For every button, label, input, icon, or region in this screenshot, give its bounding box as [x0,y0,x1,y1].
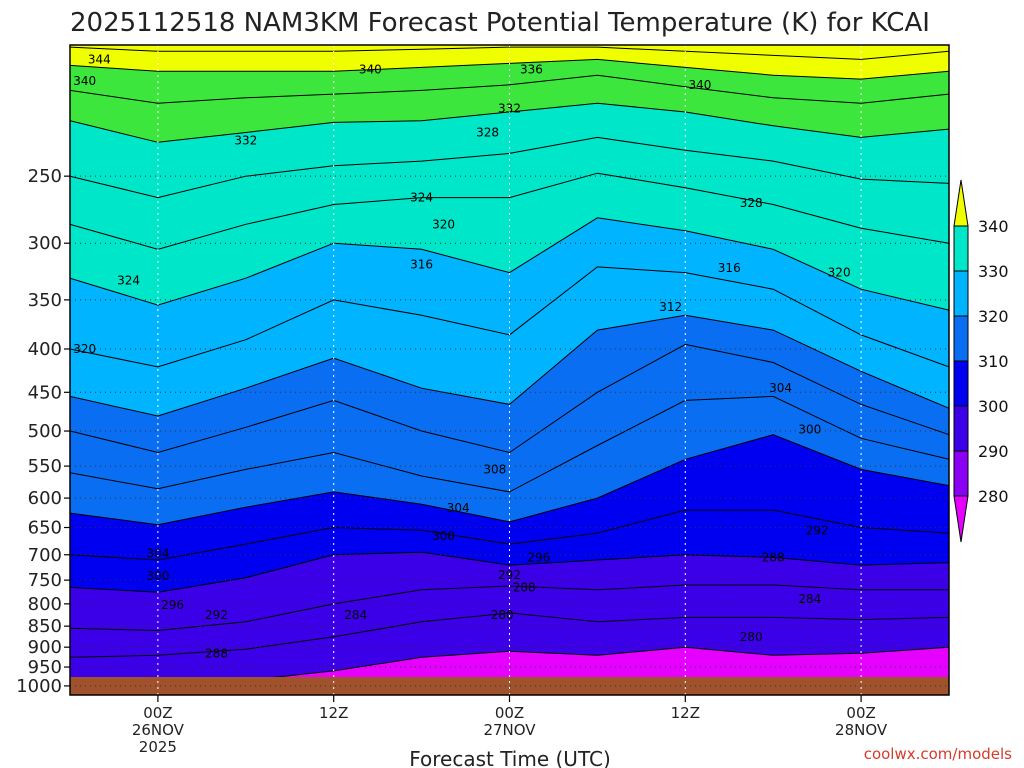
contour-label: 344 [88,52,111,66]
x-tick-label: 00Z [143,704,172,722]
contour-label: 340 [688,78,711,92]
y-tick-label: 950 [28,657,62,678]
contour-labels: 344 340 340 336 332 328 332 340 328 324 320 316 316 3… [73,52,850,660]
contour-324 [70,172,949,250]
contour-label: 320 [828,266,851,280]
colorbar-label: 330 [978,262,1009,281]
x-axis-label: Forecast Time (UTC) [409,747,611,768]
contour-304 [70,395,949,493]
contour-label: 288 [205,646,228,660]
contour-label: 316 [410,258,433,272]
x-tick-label: 27NOV [483,721,536,739]
colorbar-segment [953,360,969,407]
contour-label: 292 [498,568,521,582]
x-tick-label: 28NOV [835,721,888,739]
contour-label: 296 [161,598,184,612]
x-tick-label: 12Z [319,704,348,722]
x-tick-label: 12Z [671,704,700,722]
contour-label: 340 [73,74,96,88]
y-tick-label: 850 [28,616,62,637]
contour-label: 292 [806,523,829,537]
contour-label: 304 [146,547,169,561]
y-tick-label: 350 [28,290,62,311]
contour-300 [70,434,949,526]
colorbar-segment [953,450,969,497]
contour-label: 304 [447,501,470,515]
y-tick-label: 600 [28,488,62,509]
contour-label: 288 [762,550,785,564]
contour-label: 312 [659,300,682,314]
plot-gridlines [70,45,949,695]
y-axis-pressure: 2503003504004505005506006507007508008509… [16,166,70,697]
x-tick-label: 00Z [846,704,875,722]
y-tick-label: 250 [28,166,62,187]
colorbar-segment [953,225,969,272]
contour-292 [70,551,949,593]
contour-label: 336 [520,62,543,76]
colorbar-label: 300 [978,397,1009,416]
colorbar-segment [953,270,969,317]
contour-312 [70,314,949,417]
y-tick-label: 900 [28,637,62,658]
y-tick-label: 500 [28,421,62,442]
colorbar-legend: 280 290 300 310 320 330 340 [953,179,1009,543]
colorbar-label: 340 [978,217,1009,236]
contour-label: 316 [718,261,741,275]
contour-label: 284 [344,608,367,622]
potential-temperature-fills [70,45,949,695]
contour-label: 332 [498,102,521,116]
colorbar-high-arrow [953,179,969,227]
colorbar-segment [953,405,969,452]
colorbar-label: 310 [978,352,1009,371]
contour-label: 332 [234,134,257,148]
colorbar-segment [953,315,969,362]
fill-band-344 [70,45,949,60]
contour-label: 340 [359,62,382,76]
y-tick-label: 550 [28,456,62,477]
y-tick-label: 400 [28,339,62,360]
colorbar-label: 320 [978,307,1009,326]
contour-label: 292 [205,608,228,622]
colorbar-label: 280 [978,487,1009,506]
contour-label: 328 [740,196,763,210]
ground-strip [70,677,949,695]
credit-text: coolwx.com/models [864,745,1012,763]
y-tick-label: 750 [28,570,62,591]
contour-label: 280 [740,630,763,644]
x-tick-label: 26NOV [132,721,185,739]
contour-284 [70,612,949,658]
chart-title: 2025112518 NAM3KM Forecast Potential Tem… [70,8,930,38]
contour-308 [70,343,949,454]
contour-label: 324 [117,273,140,287]
contour-label: 324 [410,191,433,205]
contour-label: 296 [527,550,550,564]
contour-344 [70,46,949,60]
contour-336 [70,74,949,104]
contour-label: 288 [513,580,536,594]
contour-label: 320 [432,217,455,231]
y-tick-label: 300 [28,233,62,254]
contour-label: 300 [798,423,821,437]
contour-label: 284 [798,592,821,606]
contour-label: 300 [432,529,455,543]
contour-label: 304 [769,381,792,395]
y-tick-label: 450 [28,382,62,403]
contour-label: 320 [73,342,96,356]
y-tick-label: 1000 [16,676,62,697]
x-tick-label: 2025 [139,738,177,756]
y-tick-label: 650 [28,518,62,539]
colorbar-label: 290 [978,442,1009,461]
x-tick-label: 00Z [495,704,524,722]
contour-label: 300 [146,569,169,583]
contour-label: 280 [491,608,514,622]
contour-label: 308 [483,462,506,476]
y-tick-label: 700 [28,545,62,566]
contour-label: 328 [476,125,499,139]
contour-320 [70,217,949,311]
colorbar-low-arrow [953,495,969,543]
y-tick-label: 800 [28,594,62,615]
